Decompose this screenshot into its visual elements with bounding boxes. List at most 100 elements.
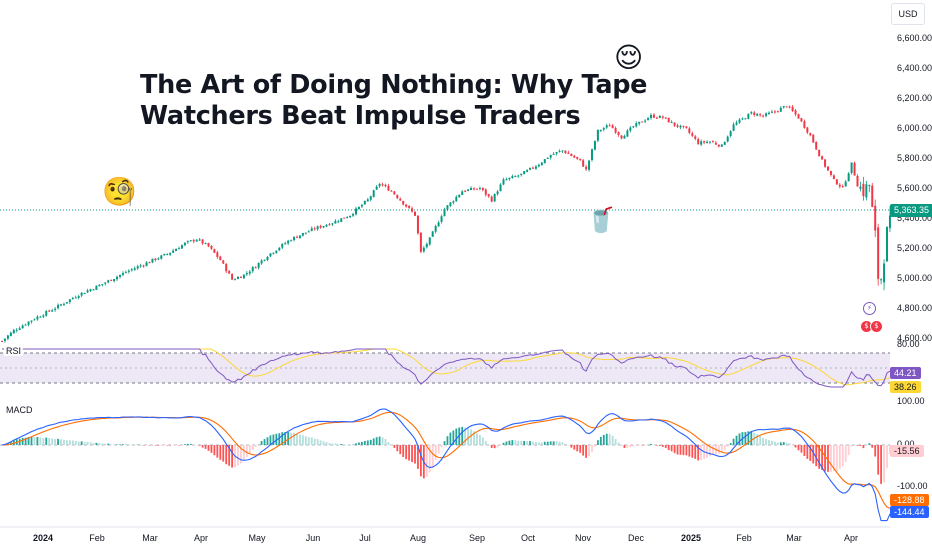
macd-histogram-bar (449, 432, 452, 445)
candle-body (888, 215, 891, 229)
macd-histogram-bar (549, 441, 552, 445)
macd-histogram-bar (552, 441, 555, 445)
candle-body (540, 162, 543, 166)
candle-body (357, 206, 360, 210)
candle-body (334, 220, 337, 224)
macd-histogram-bar (484, 441, 487, 445)
candle-body (570, 153, 573, 157)
candle-body (449, 202, 452, 206)
candle-body (824, 159, 827, 167)
macd-histogram-bar (30, 436, 33, 445)
macd-histogram-bar (473, 431, 475, 445)
candle-body (160, 255, 163, 259)
candle-body (414, 211, 416, 216)
macd-histogram-bar (650, 443, 652, 445)
candle-body (632, 126, 635, 128)
macd-label[interactable]: MACD (4, 405, 35, 415)
candle-body (15, 329, 18, 331)
macd-histogram-bar (738, 433, 741, 445)
candle-body (101, 284, 104, 286)
macd-histogram-bar (788, 443, 791, 445)
candle-body (484, 189, 487, 195)
macd-histogram-bar (355, 443, 357, 445)
candle-body (331, 223, 334, 225)
macd-histogram-bar (844, 445, 847, 462)
candle-body (617, 132, 620, 136)
candle-body (411, 208, 414, 212)
price-axis-label: 6,200.00 (897, 93, 932, 103)
candle-body (186, 241, 189, 243)
macd-histogram-bar (201, 445, 204, 448)
candle-body (207, 243, 210, 247)
candle-body (700, 141, 703, 145)
candle-body (714, 142, 717, 145)
candle-body (529, 167, 532, 170)
candle-body (298, 235, 301, 238)
macd-histogram-bar (145, 445, 148, 446)
candle-body (116, 276, 119, 280)
macd-histogram-bar (564, 443, 567, 445)
macd-histogram-bar (771, 440, 773, 445)
macd-histogram-bar (700, 445, 703, 460)
macd-line (1, 408, 891, 522)
candle-body (549, 155, 552, 158)
candle-body (136, 266, 139, 269)
candle-body (119, 274, 121, 277)
candle-body (874, 205, 877, 231)
macd-histogram-bar (248, 445, 251, 454)
macd-histogram-bar (334, 443, 337, 445)
candle-body (195, 239, 198, 242)
candle-body (602, 128, 605, 130)
candle-body (850, 162, 853, 173)
macd-histogram-bar (322, 441, 325, 445)
candle-body (832, 175, 835, 179)
macd-histogram-bar (21, 437, 24, 445)
macd-histogram-bar (874, 445, 877, 457)
macd-axis: 100.00 0.00 -100.00 (897, 396, 928, 491)
currency-selector[interactable]: USD (891, 3, 925, 25)
macd-histogram-bar (222, 445, 225, 462)
macd-histogram-bar (281, 432, 284, 445)
rsi-label[interactable]: RSI (4, 346, 24, 356)
macd-histogram-bar (717, 445, 720, 454)
macd-histogram-bar (302, 435, 304, 445)
candle-body (732, 124, 735, 131)
candle-body (266, 256, 269, 261)
candle-body (222, 260, 225, 264)
macd-histogram-bar (685, 445, 688, 456)
candle-body (776, 111, 779, 113)
macd-histogram-bar (36, 436, 39, 445)
rsi-axis-label: 80.00 (897, 339, 920, 349)
candle-body (502, 179, 505, 185)
lightning-event-icon[interactable]: ⚡ (863, 302, 876, 315)
macd-histogram-bar (682, 445, 685, 456)
price-axis-label: 4,800.00 (897, 303, 932, 313)
macd-histogram-bar (532, 441, 534, 445)
candle-body (753, 112, 756, 115)
macd-histogram-bar (768, 440, 770, 445)
macd-histogram-bar (366, 440, 369, 445)
macd-histogram-bar (304, 436, 307, 445)
macd-histogram-bar (824, 445, 826, 472)
macd-histogram-bar (207, 445, 210, 451)
macd-histogram-bar (493, 445, 496, 449)
macd-histogram-bar (723, 445, 726, 451)
candle-body (322, 226, 325, 228)
macd-histogram-bar (591, 445, 593, 452)
macd-histogram-bar (192, 444, 195, 446)
rsi-line (2, 348, 891, 388)
macd-histogram-bar (254, 445, 257, 448)
candle-body (647, 118, 650, 121)
macd-histogram-bar (204, 445, 207, 449)
candle-body (750, 112, 753, 114)
candle-body (605, 125, 608, 128)
macd-histogram-bar (803, 445, 806, 456)
candle-body (3, 338, 6, 342)
economic-event-icon-2[interactable]: $ (870, 320, 883, 333)
macd-histogram-bar (747, 431, 750, 445)
macd-histogram-bar (337, 444, 340, 445)
macd-histogram-bar (794, 445, 797, 448)
rsi-ma-value-badge: 38.26 (890, 381, 921, 393)
macd-histogram-bar (535, 442, 537, 445)
